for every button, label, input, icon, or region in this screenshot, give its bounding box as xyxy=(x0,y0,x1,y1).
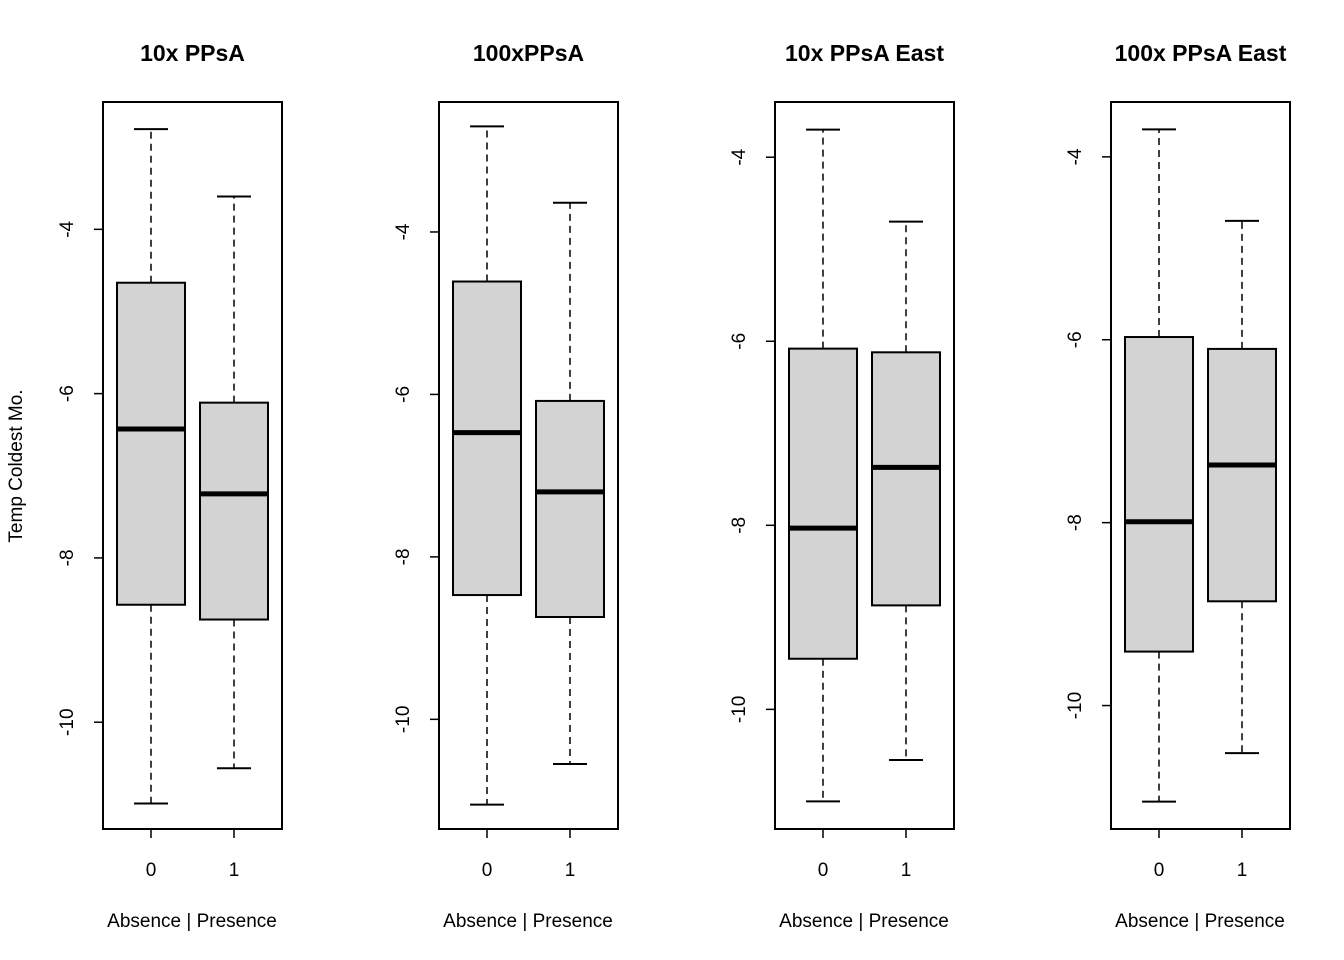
iqr-box xyxy=(116,281,186,606)
box-1 xyxy=(535,201,605,766)
x-tick-label: 0 xyxy=(482,860,493,881)
y-tick-label: -4 xyxy=(57,220,78,237)
plot-frame xyxy=(1110,101,1291,830)
x-axis-label: Absence | Presence xyxy=(443,911,613,932)
x-tick-label: 1 xyxy=(901,860,912,881)
x-tick-label: 1 xyxy=(1237,860,1248,881)
x-tick-label: 0 xyxy=(1154,860,1165,881)
panel-title: 100x PPsA East xyxy=(1115,40,1287,66)
x-tick-label: 1 xyxy=(565,860,576,881)
boxplot-panel-3: 10x PPsA East -4 -6 -8 -10 0 1 Absence | Presen… xyxy=(729,40,955,932)
y-tick-label: -6 xyxy=(393,386,414,403)
y-tick-label: -4 xyxy=(1065,148,1086,165)
x-axis-label: Absence | Presence xyxy=(107,911,277,932)
iqr-box xyxy=(535,399,605,618)
box-1 xyxy=(1207,219,1277,755)
x-tick-label: 0 xyxy=(146,860,157,881)
panel-title: 10x PPsA East xyxy=(785,40,944,66)
boxplot-panel-2: 100xPPsA -4 -6 -8 -10 0 1 Absence | Presence xyxy=(393,40,619,932)
box-1 xyxy=(871,220,941,761)
y-tick-label: -8 xyxy=(1065,514,1086,531)
plot-frame xyxy=(102,101,283,830)
y-tick-label: -10 xyxy=(729,696,750,723)
x-tick-label: 1 xyxy=(229,860,240,881)
iqr-box xyxy=(199,401,269,621)
plot-frame xyxy=(774,101,955,830)
y-tick-label: -4 xyxy=(729,148,750,165)
x-tick-label: 0 xyxy=(818,860,829,881)
box-0 xyxy=(116,128,186,805)
box-1 xyxy=(199,195,269,770)
boxplot-panel-4: 100x PPsA East -4 -6 -8 -10 0 1 Absence | Prese… xyxy=(1065,40,1291,932)
y-tick-label: -8 xyxy=(393,548,414,565)
y-tick-label: -6 xyxy=(729,333,750,350)
boxplot-panel-1: 10x PPsA -4 -6 -8 -10 0 1 Absence | Presence xyxy=(57,40,283,932)
panel-title: 100xPPsA xyxy=(473,40,584,66)
y-tick-label: -6 xyxy=(57,385,78,402)
box-0 xyxy=(452,125,522,806)
panel-title: 10x PPsA xyxy=(140,40,245,66)
y-tick-label: -8 xyxy=(57,549,78,566)
y-tick-label: -10 xyxy=(1065,692,1086,719)
y-tick-label: -10 xyxy=(393,706,414,733)
iqr-box xyxy=(788,347,858,660)
y-tick-label: -4 xyxy=(393,223,414,240)
y-tick-label: -10 xyxy=(57,708,78,735)
box-0 xyxy=(788,128,858,803)
x-axis-label: Absence | Presence xyxy=(1115,911,1285,932)
box-0 xyxy=(1124,128,1194,803)
y-tick-label: -6 xyxy=(1065,331,1086,348)
iqr-box xyxy=(452,280,522,597)
iqr-box xyxy=(1207,347,1277,603)
y-axis-label: Temp Coldest Mo. xyxy=(6,389,27,542)
iqr-box xyxy=(1124,336,1194,653)
plot-frame xyxy=(438,101,619,830)
iqr-box xyxy=(871,351,941,607)
y-tick-label: -8 xyxy=(729,517,750,534)
x-axis-label: Absence | Presence xyxy=(779,911,949,932)
